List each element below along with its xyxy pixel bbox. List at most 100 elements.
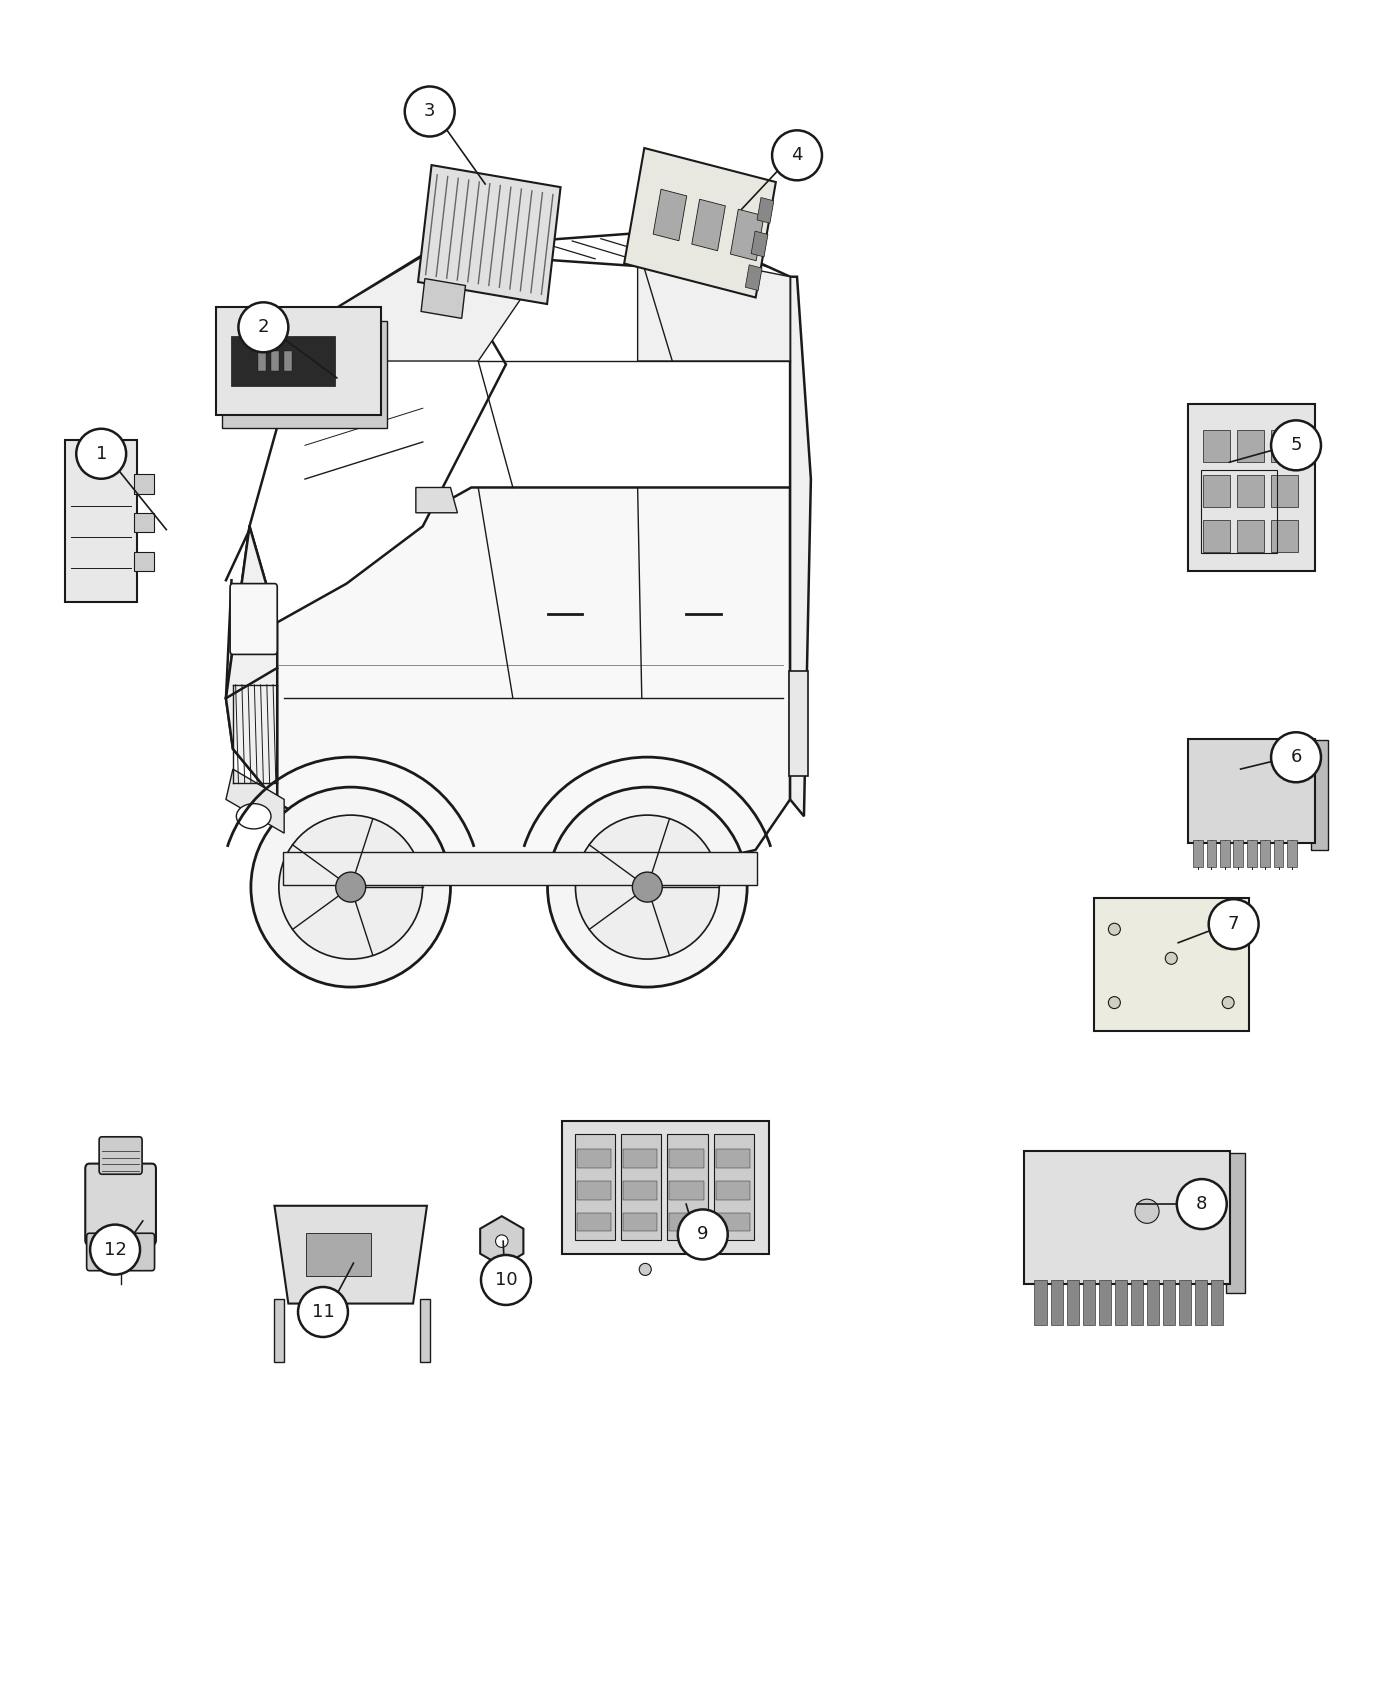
Text: 4: 4 (791, 146, 802, 165)
Bar (577, 1182, 610, 1200)
Bar (1211, 1280, 1224, 1324)
Polygon shape (480, 1216, 524, 1266)
FancyBboxPatch shape (1189, 740, 1316, 843)
Bar (258, 350, 266, 371)
Bar (669, 1212, 704, 1231)
Polygon shape (249, 246, 505, 622)
FancyBboxPatch shape (230, 583, 277, 654)
Bar (668, 1134, 707, 1241)
Text: 7: 7 (1228, 915, 1239, 933)
Polygon shape (225, 488, 790, 884)
FancyBboxPatch shape (624, 148, 776, 298)
FancyBboxPatch shape (99, 1137, 141, 1175)
FancyBboxPatch shape (216, 308, 381, 415)
Text: 2: 2 (258, 318, 269, 337)
Bar (1238, 474, 1264, 507)
Ellipse shape (1222, 923, 1235, 935)
Bar (745, 265, 762, 291)
FancyBboxPatch shape (223, 321, 388, 428)
Bar (1035, 1280, 1047, 1324)
Ellipse shape (1135, 1198, 1159, 1224)
FancyBboxPatch shape (561, 1120, 769, 1255)
FancyBboxPatch shape (419, 165, 560, 304)
Text: 9: 9 (697, 1226, 708, 1243)
FancyBboxPatch shape (788, 672, 808, 775)
Ellipse shape (237, 804, 272, 830)
Ellipse shape (238, 303, 288, 352)
Bar (1271, 430, 1298, 462)
Text: 6: 6 (1291, 748, 1302, 767)
Bar (134, 474, 154, 493)
Bar (623, 1149, 658, 1168)
Bar (1287, 840, 1296, 867)
Text: 5: 5 (1291, 437, 1302, 454)
FancyBboxPatch shape (1093, 898, 1249, 1032)
Ellipse shape (1109, 996, 1120, 1008)
Bar (420, 1299, 430, 1362)
Bar (1067, 1280, 1078, 1324)
Ellipse shape (76, 428, 126, 479)
Bar (1050, 1280, 1063, 1324)
Polygon shape (416, 488, 458, 513)
Polygon shape (305, 248, 547, 360)
Bar (272, 350, 279, 371)
FancyBboxPatch shape (1312, 741, 1329, 850)
FancyBboxPatch shape (283, 852, 757, 886)
Bar (1179, 1280, 1191, 1324)
Bar (1238, 520, 1264, 551)
Bar (1114, 1280, 1127, 1324)
Ellipse shape (336, 872, 365, 903)
Ellipse shape (547, 787, 748, 988)
Bar (1260, 840, 1270, 867)
Bar (1147, 1280, 1159, 1324)
FancyBboxPatch shape (1189, 405, 1316, 571)
Bar (692, 199, 725, 250)
Ellipse shape (633, 872, 662, 903)
Bar (1271, 474, 1298, 507)
Ellipse shape (1271, 733, 1322, 782)
Bar (752, 231, 769, 257)
FancyBboxPatch shape (66, 440, 137, 602)
Ellipse shape (251, 787, 451, 988)
Text: 10: 10 (494, 1272, 517, 1289)
Bar (715, 1212, 750, 1231)
Ellipse shape (405, 87, 455, 136)
Bar (1193, 840, 1203, 867)
Bar (715, 1149, 750, 1168)
Bar (757, 197, 774, 223)
Polygon shape (437, 230, 790, 277)
Ellipse shape (496, 1234, 508, 1248)
Ellipse shape (1222, 996, 1235, 1008)
Bar (1203, 520, 1229, 551)
Ellipse shape (90, 1224, 140, 1275)
Bar (1219, 840, 1229, 867)
Bar (623, 1182, 658, 1200)
Bar (1207, 840, 1217, 867)
Bar (622, 1134, 661, 1241)
Bar (669, 1182, 704, 1200)
Ellipse shape (1208, 899, 1259, 949)
Ellipse shape (1177, 1180, 1226, 1229)
Text: 11: 11 (312, 1302, 335, 1321)
Bar (1163, 1280, 1175, 1324)
FancyBboxPatch shape (421, 279, 466, 318)
Bar (134, 513, 154, 532)
Bar (731, 209, 764, 260)
Polygon shape (274, 1205, 427, 1304)
Bar (669, 1149, 704, 1168)
Bar (274, 1299, 284, 1362)
Bar (715, 1182, 750, 1200)
FancyBboxPatch shape (305, 1234, 371, 1277)
Bar (1203, 430, 1229, 462)
Ellipse shape (482, 1255, 531, 1306)
Ellipse shape (771, 131, 822, 180)
Bar (1233, 840, 1243, 867)
Bar (654, 189, 687, 241)
Ellipse shape (279, 814, 423, 959)
Bar (284, 350, 291, 371)
FancyBboxPatch shape (1023, 1151, 1231, 1284)
Bar (1082, 1280, 1095, 1324)
Bar (1274, 840, 1284, 867)
Ellipse shape (678, 1209, 728, 1260)
Text: 12: 12 (104, 1241, 126, 1258)
